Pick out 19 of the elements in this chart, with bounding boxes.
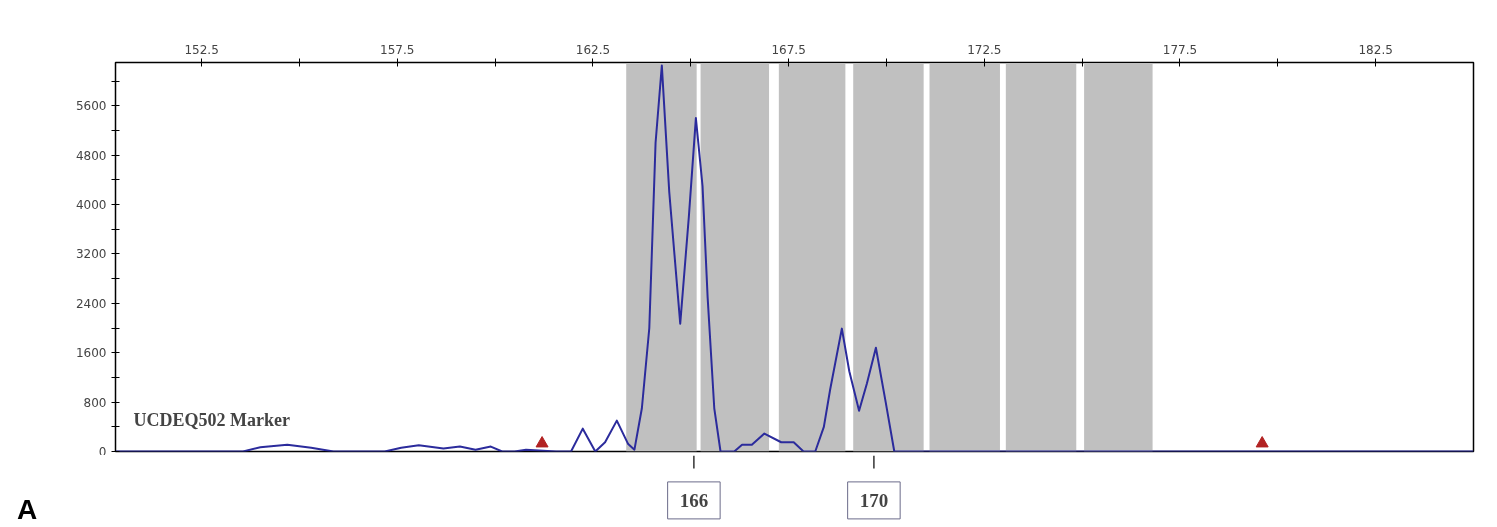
annotation: 170 (859, 489, 889, 511)
y-tick-label: 4800 (75, 148, 107, 163)
y-tick-label: 800 (83, 395, 107, 410)
x-tick-label: 152.5 (184, 42, 219, 57)
x-tick-label: 172.5 (967, 42, 1002, 57)
text: A (17, 493, 38, 527)
x-tick-label: 162.5 (575, 42, 611, 57)
x-tick-label: 177.5 (1162, 42, 1198, 57)
y-tick-label: 2400 (75, 296, 107, 311)
y-tick-label: 5600 (75, 99, 107, 114)
x-tick-label: 182.5 (1358, 42, 1393, 57)
annotation: 166 (679, 489, 709, 511)
annotation: UCDEQ502 Marker (133, 409, 290, 430)
y-tick-label: 1600 (75, 346, 107, 361)
x-tick-label: 157.5 (380, 42, 415, 57)
y-tick-label: 4000 (75, 198, 107, 213)
x-tick-label: 167.5 (771, 42, 806, 57)
y-tick-label: 3200 (75, 247, 107, 262)
y-tick-label: 0 (98, 444, 107, 459)
